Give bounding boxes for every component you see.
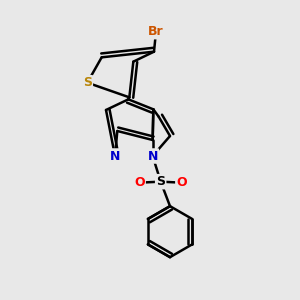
Text: O: O (134, 176, 145, 189)
Text: S: S (83, 76, 92, 89)
Text: S: S (156, 175, 165, 188)
Text: O: O (176, 176, 187, 189)
Text: Br: Br (148, 25, 164, 38)
Text: N: N (148, 149, 158, 163)
Text: N: N (110, 149, 120, 163)
